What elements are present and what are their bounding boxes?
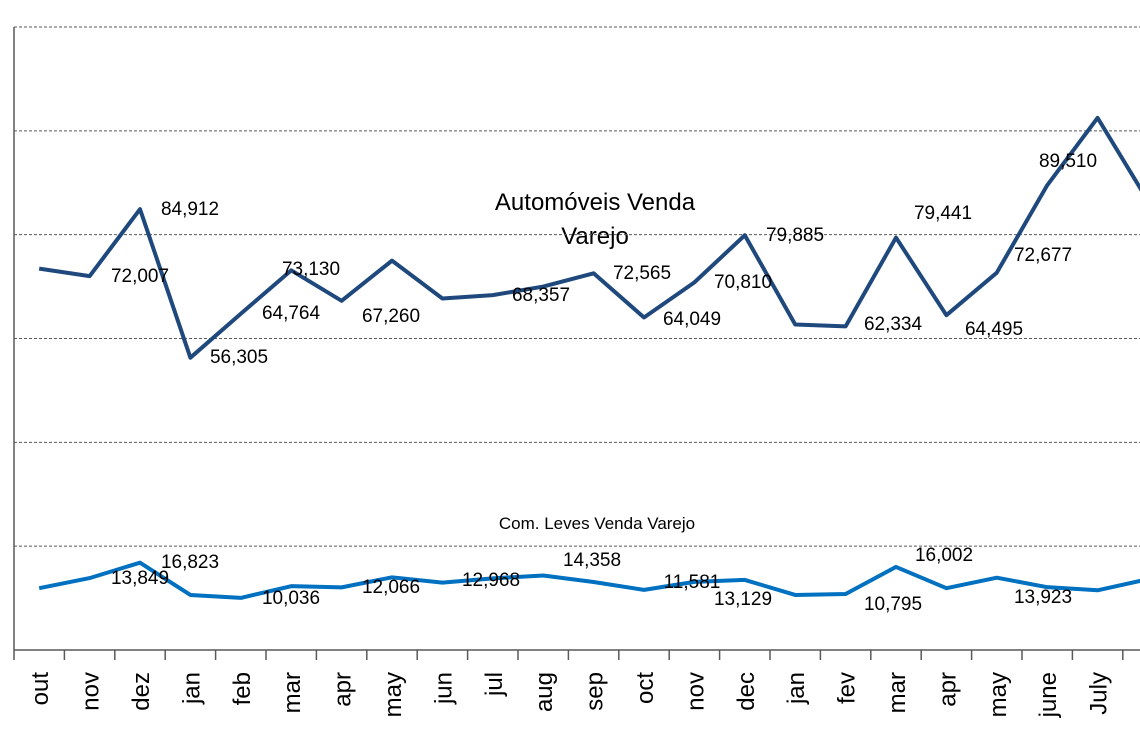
data-label: 67,260 bbox=[362, 306, 420, 327]
x-tick-label: nov bbox=[78, 672, 105, 711]
data-label: 10,795 bbox=[864, 594, 922, 615]
series-title: Com. Leves Venda Varejo bbox=[499, 514, 695, 533]
data-label: 10,036 bbox=[262, 588, 320, 609]
data-label: 11,581 bbox=[664, 572, 721, 593]
data-label: 64,049 bbox=[663, 309, 721, 330]
x-tick-label: may bbox=[380, 672, 407, 717]
x-tick-label: sep bbox=[582, 672, 609, 711]
data-label: 70,810 bbox=[714, 272, 772, 293]
data-label: 72,565 bbox=[613, 263, 671, 284]
x-tick-label: jun bbox=[430, 672, 457, 705]
x-tick-label: dez bbox=[128, 672, 155, 711]
data-label: 13,129 bbox=[714, 589, 772, 610]
data-label: 16,823 bbox=[161, 552, 219, 573]
x-tick-label: june bbox=[1035, 672, 1062, 718]
x-tick-label: apr bbox=[934, 672, 961, 707]
x-tick-label: mar bbox=[884, 672, 911, 713]
data-label: 73,130 bbox=[282, 259, 340, 280]
data-label: 72,007 bbox=[111, 266, 169, 287]
data-label: 72,677 bbox=[1014, 245, 1072, 266]
x-tick-label: dec bbox=[733, 672, 760, 711]
data-label: 12,968 bbox=[462, 570, 520, 591]
x-tick-label: oct bbox=[632, 672, 659, 704]
data-label: 14,358 bbox=[563, 550, 621, 571]
series-title: Automóveis Venda Varejo bbox=[495, 189, 696, 250]
data-label: 84,912 bbox=[161, 199, 219, 220]
x-tick-label: aug bbox=[531, 672, 558, 712]
data-label: 16,002 bbox=[915, 545, 973, 566]
data-label: 79,441 bbox=[914, 203, 972, 224]
data-label: 13,923 bbox=[1014, 587, 1072, 608]
x-tick-label: nov bbox=[682, 672, 709, 711]
data-label: 68,357 bbox=[512, 285, 570, 306]
data-label: 62,334 bbox=[864, 314, 923, 335]
data-label: 64,495 bbox=[965, 319, 1023, 340]
x-tick-label: feb bbox=[229, 672, 256, 705]
x-tick-label: apr bbox=[330, 672, 357, 707]
x-tick-label: jan bbox=[178, 672, 205, 705]
data-label: 89,510 bbox=[1039, 151, 1097, 172]
data-label: 13,849 bbox=[111, 568, 169, 589]
x-tick-label: out bbox=[27, 672, 54, 706]
series-line bbox=[38, 115, 1140, 360]
series-line bbox=[38, 560, 1140, 600]
x-tick-label: mar bbox=[279, 672, 306, 713]
data-label: 12,066 bbox=[362, 577, 420, 598]
x-tick-label: may bbox=[985, 672, 1012, 717]
x-tick-label: jan bbox=[783, 672, 810, 705]
x-tick-label: July bbox=[1086, 672, 1113, 715]
data-label: 56,305 bbox=[210, 347, 268, 368]
data-label: 79,885 bbox=[766, 225, 824, 246]
x-tick-label: jul bbox=[481, 672, 508, 697]
x-tick-label: fev bbox=[834, 672, 861, 704]
data-label: 64,764 bbox=[262, 303, 321, 324]
